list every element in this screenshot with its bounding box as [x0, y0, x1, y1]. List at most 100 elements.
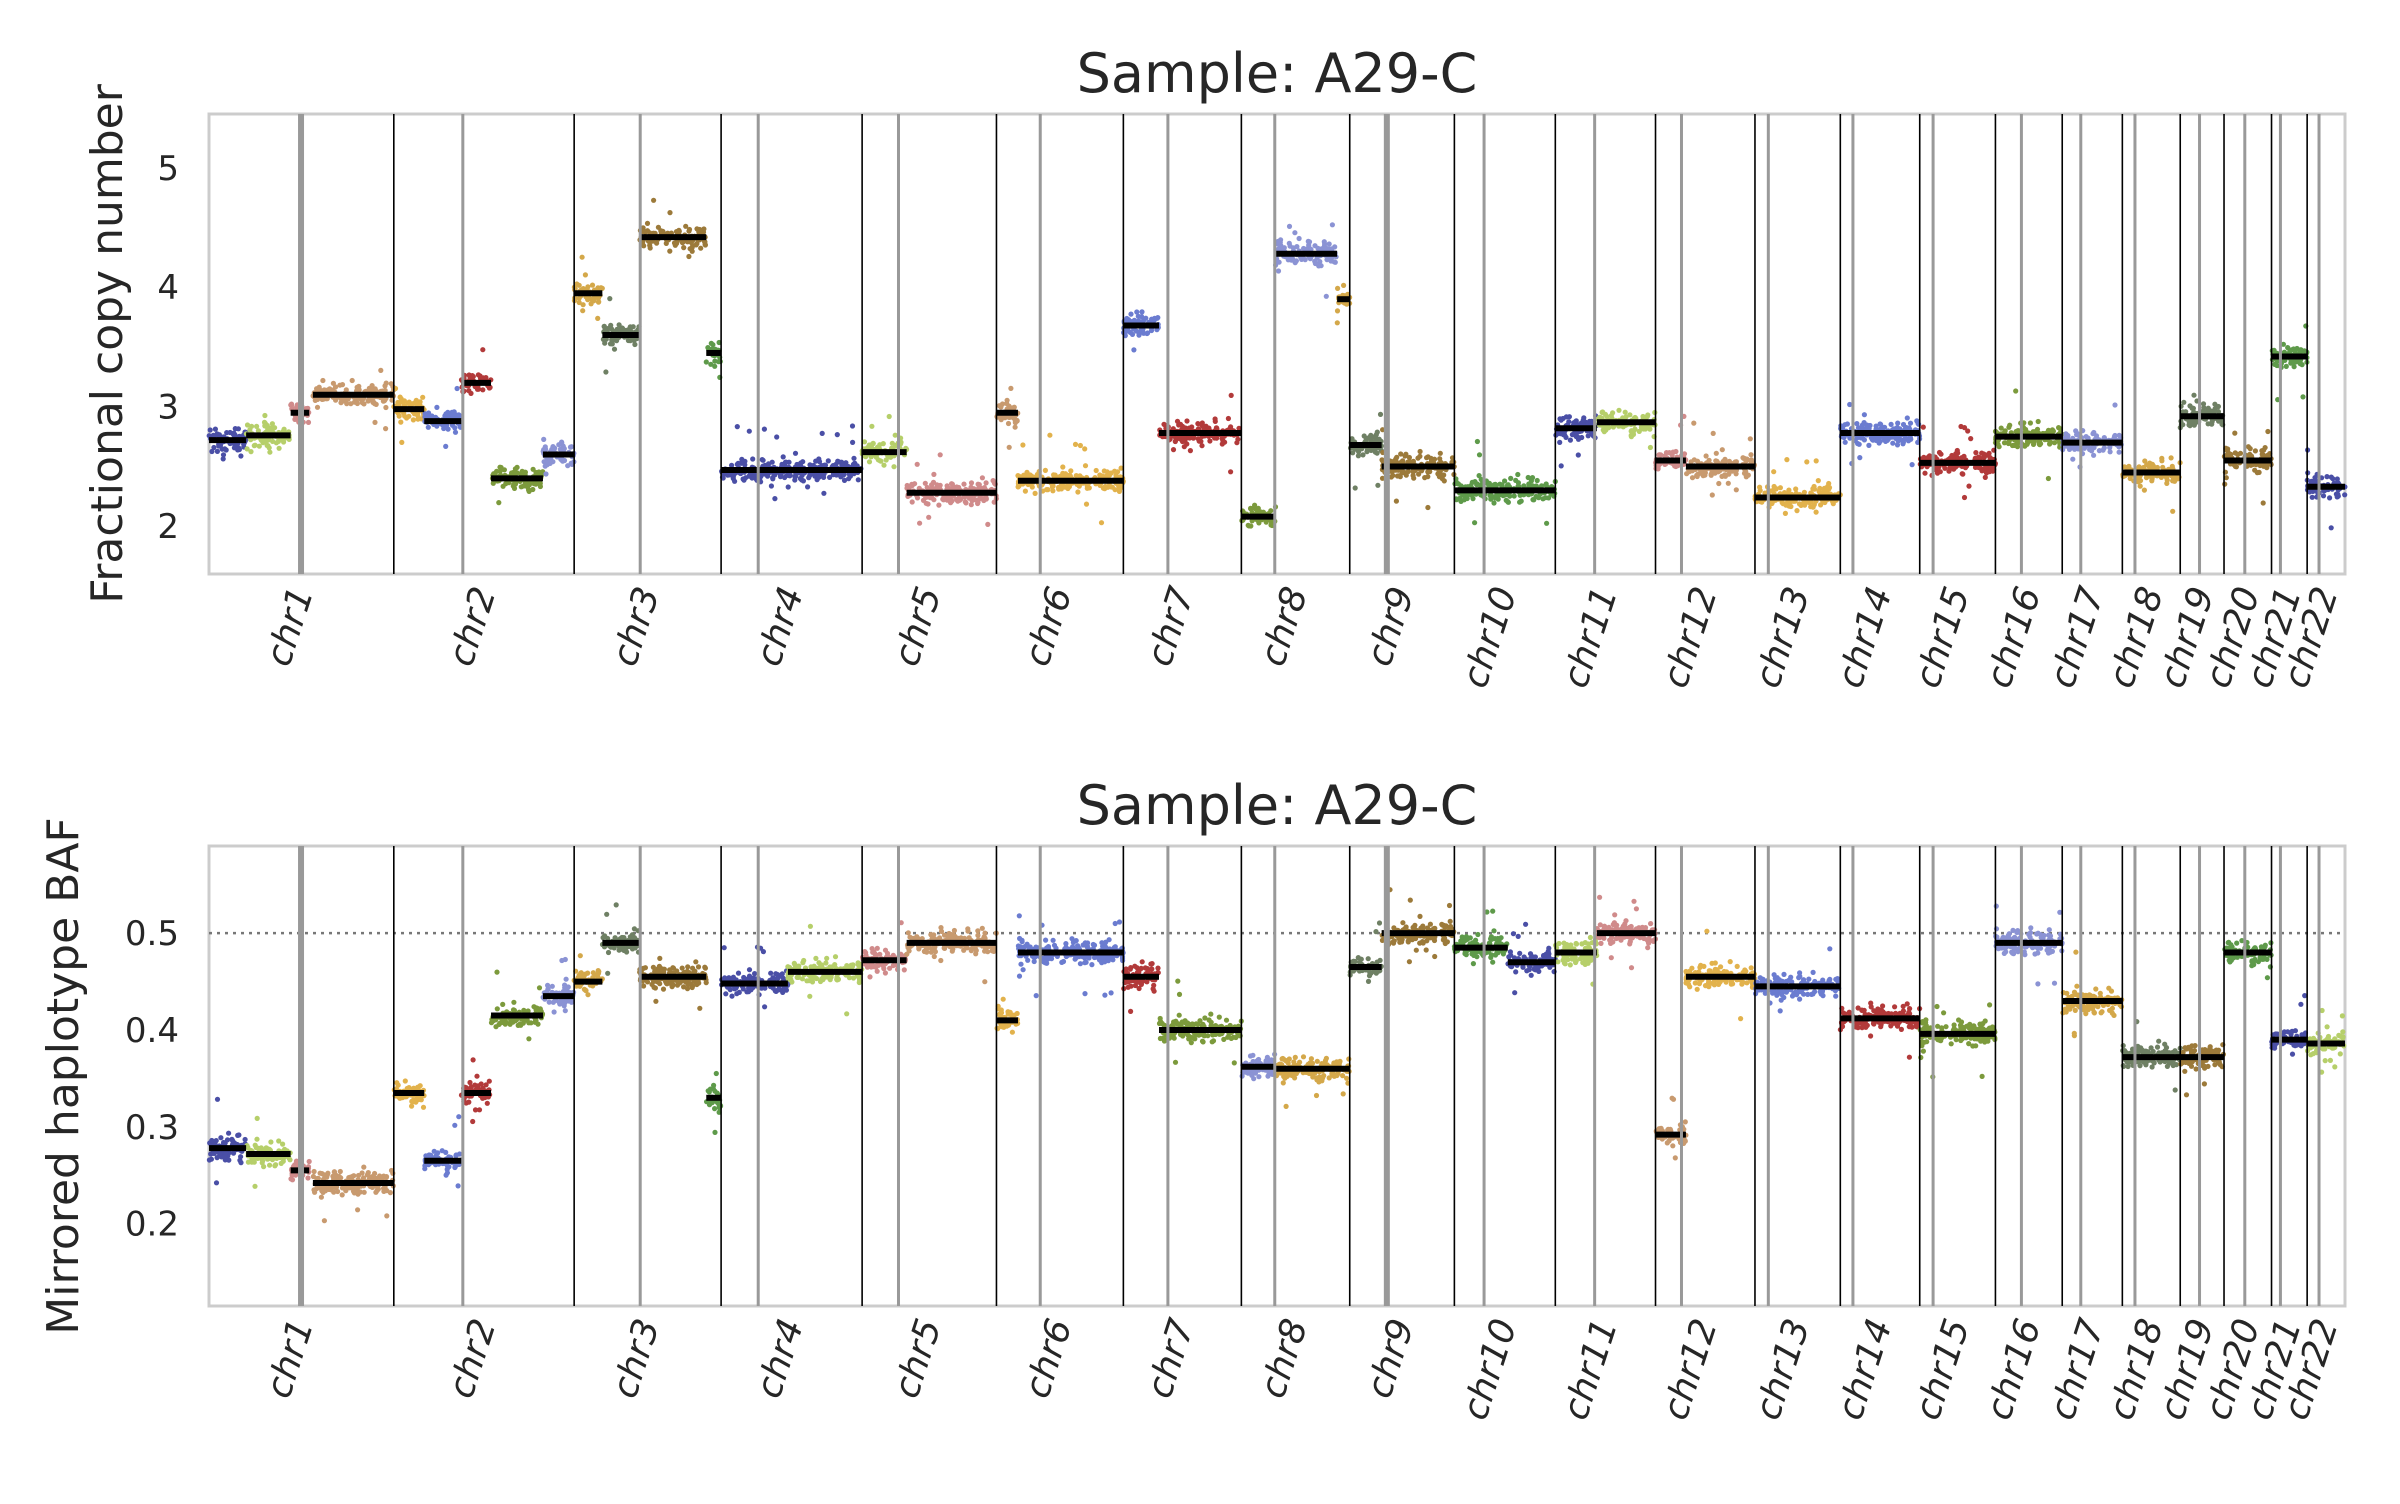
panel-1-point [1493, 494, 1498, 499]
panel-1-point [632, 342, 637, 347]
panel-1-point [2091, 453, 2096, 458]
panel-1-point [2324, 474, 2329, 479]
panel-2-point [474, 1074, 479, 1079]
panel-1-point [2284, 364, 2289, 369]
panel-1-point [1866, 443, 1871, 448]
panel-1-point [1477, 452, 1482, 457]
panel-1-point [1631, 428, 1636, 433]
panel-1-point [2232, 431, 2237, 436]
panel-1-point [2035, 427, 2040, 432]
panel-1-point [980, 475, 985, 480]
panel-1-point [1470, 480, 1475, 485]
panel-2-point [622, 948, 627, 953]
panel-2-point [435, 1150, 440, 1155]
panel-1-point [1335, 320, 1340, 325]
panel-1-point [2233, 464, 2238, 469]
panel-1-point [1140, 328, 1145, 333]
panel-1-point [750, 456, 755, 461]
panel-2-point [312, 1169, 317, 1174]
panel-1-point [1213, 419, 1218, 424]
panel-1-point [607, 296, 612, 301]
panel-1-point [1068, 468, 1073, 473]
panel-1-point [631, 324, 636, 329]
panel-1-point [420, 395, 425, 400]
panel-2-point [358, 1189, 363, 1194]
panel-1-point [1020, 442, 1025, 447]
panel-1-point [1987, 469, 1992, 474]
panel-2-point [583, 988, 588, 993]
panel-1-point [968, 485, 973, 490]
panel-1-point [1901, 440, 1906, 445]
panel-1-point [2170, 509, 2175, 514]
panel-1-point [856, 477, 861, 482]
panel-1-point [848, 474, 853, 479]
panel-2-point [566, 984, 571, 989]
panel-1-point [1278, 243, 1283, 248]
panel-1-point [2013, 388, 2018, 393]
panel-2-point [390, 1171, 395, 1176]
panel-2-point [585, 992, 590, 997]
panel-1-point [1115, 469, 1120, 474]
panel-1-point [1826, 481, 1831, 486]
panel-1-point [1268, 522, 1273, 527]
panel-1-point [1073, 442, 1078, 447]
panel-1-point [1402, 453, 1407, 458]
panel-2-point [348, 1175, 353, 1180]
panel-1-point [698, 246, 703, 251]
panel-1-point [1783, 511, 1788, 516]
panel-1-point [969, 480, 974, 485]
panel-1-point [925, 501, 930, 506]
panel-1-point [984, 480, 989, 485]
panel-1-point [252, 443, 257, 448]
panel-1-point [1787, 504, 1792, 509]
panel-1-point [509, 470, 514, 475]
panel-1-point [1437, 456, 1442, 461]
panel-2-point [324, 1175, 329, 1180]
panel-1-point [871, 441, 876, 446]
panel-2-point [617, 948, 622, 953]
panel-1-point [1416, 472, 1421, 477]
panel-1-point [531, 467, 536, 472]
panel-2-point [606, 950, 611, 955]
panel-1-point [835, 459, 840, 464]
panel-2-point [332, 1169, 337, 1174]
panel-1-point [1007, 445, 1012, 450]
panel-2-point [255, 1116, 260, 1121]
panel-1-point [1581, 418, 1586, 423]
panel-1-xtick-chr3: chr3 [604, 582, 668, 671]
panel-2-point [273, 1162, 278, 1167]
panel-1-point [406, 414, 411, 419]
panel-1-point [315, 405, 320, 410]
panel-1-point [501, 484, 506, 489]
panel-1-point [2335, 476, 2340, 481]
panel-1-point [530, 487, 535, 492]
panel-1-point [1378, 412, 1383, 417]
panel-1-point [2330, 476, 2335, 481]
panel-1-point [869, 424, 874, 429]
panel-1-point [1294, 244, 1299, 249]
panel-1-point [453, 430, 458, 435]
panel-2-point [443, 1150, 448, 1155]
panel-1-point [910, 499, 915, 504]
panel-2-point [537, 985, 542, 990]
panel-1-point [821, 491, 826, 496]
panel-2-point [471, 1057, 476, 1062]
panel-1-point [569, 444, 574, 449]
panel-2-point [601, 935, 606, 940]
panel-1-point [562, 446, 567, 451]
panel-1-point [1249, 506, 1254, 511]
panel-1-point [541, 437, 546, 442]
panel-1-point [694, 241, 699, 246]
panel-1-point [1078, 443, 1083, 448]
panel-1-point [677, 229, 682, 234]
panel-1-point [1564, 414, 1569, 419]
panel-1-point [1748, 436, 1753, 441]
panel-1-point [589, 301, 594, 306]
panel-1-point [1235, 437, 1240, 442]
panel-1-point [270, 421, 275, 426]
panel-2-point [511, 1000, 516, 1005]
panel-1-point [222, 446, 227, 451]
panel-1-point [378, 368, 383, 373]
panel-1-point [1949, 453, 1954, 458]
panel-1-point [1979, 451, 1984, 456]
